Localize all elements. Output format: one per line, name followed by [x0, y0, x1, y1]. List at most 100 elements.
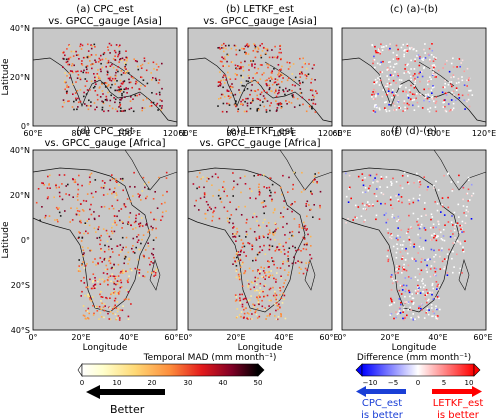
station-marker — [103, 250, 106, 253]
station-marker — [200, 178, 202, 180]
station-marker — [231, 83, 233, 85]
station-marker — [237, 273, 240, 276]
station-marker — [399, 236, 401, 238]
station-marker — [142, 234, 145, 236]
panel-b-subtitle: vs. GPCC_gauge [Asia] — [203, 16, 317, 27]
station-marker — [256, 94, 258, 97]
station-marker — [291, 89, 293, 92]
station-marker — [274, 78, 277, 80]
station-marker — [374, 66, 376, 69]
station-marker — [258, 237, 261, 239]
station-marker — [405, 71, 407, 73]
station-marker — [86, 80, 88, 82]
panel-d: (d) CPC_est vs. GPCC_gauge [Africa] 40°N… — [1, 126, 184, 353]
station-marker — [226, 89, 229, 92]
station-marker — [303, 221, 305, 224]
station-marker — [75, 50, 77, 53]
station-marker — [245, 97, 247, 100]
station-marker — [111, 291, 113, 294]
station-marker — [433, 233, 435, 235]
station-marker — [99, 77, 101, 80]
better-arrow-head-icon — [86, 385, 100, 399]
station-marker — [99, 59, 102, 61]
station-marker — [203, 192, 206, 194]
station-marker — [244, 307, 247, 310]
station-marker — [397, 227, 399, 229]
station-marker — [239, 254, 241, 256]
station-marker — [261, 299, 263, 302]
station-marker — [472, 192, 475, 195]
station-marker — [87, 71, 89, 74]
station-marker — [264, 79, 267, 82]
station-marker — [390, 233, 392, 235]
station-marker — [421, 309, 423, 311]
panel-f-madagascar — [458, 258, 470, 291]
station-marker — [229, 217, 231, 220]
station-marker — [407, 63, 409, 65]
station-marker — [97, 69, 99, 71]
station-marker — [391, 207, 394, 210]
station-marker — [119, 105, 121, 107]
station-marker — [121, 94, 123, 97]
station-marker — [153, 256, 155, 259]
station-marker — [108, 260, 111, 263]
station-marker — [386, 255, 389, 257]
station-marker — [234, 261, 237, 264]
station-marker — [136, 60, 138, 63]
station-marker — [223, 42, 225, 45]
station-marker — [374, 111, 377, 113]
panel-b-xtick-80: 80°E — [226, 129, 245, 138]
station-marker — [251, 245, 254, 247]
station-marker — [447, 83, 450, 86]
station-marker — [75, 54, 78, 56]
station-marker — [221, 56, 223, 58]
station-marker — [267, 275, 270, 277]
station-marker — [35, 201, 38, 204]
station-marker — [403, 318, 405, 321]
panel-c-xtick-60: 60°E — [332, 129, 351, 138]
station-marker — [106, 279, 109, 281]
station-marker — [122, 269, 125, 272]
station-marker — [235, 105, 237, 108]
station-marker — [88, 99, 90, 102]
station-marker — [241, 84, 244, 87]
station-marker — [319, 206, 321, 209]
station-marker — [234, 103, 236, 106]
station-marker — [263, 244, 265, 247]
cpc-better-arrow-head-icon — [356, 386, 366, 397]
station-marker — [256, 108, 259, 110]
station-marker — [241, 103, 244, 105]
station-marker — [371, 44, 374, 47]
station-marker — [228, 221, 231, 224]
station-marker — [279, 102, 282, 104]
station-marker — [233, 186, 235, 189]
station-marker — [395, 269, 397, 271]
station-marker — [456, 66, 458, 68]
panel-d-xtick-40: 40°E — [119, 333, 138, 342]
station-marker — [424, 259, 426, 261]
station-marker — [246, 104, 249, 107]
station-marker — [274, 230, 276, 232]
station-marker — [100, 300, 102, 302]
station-marker — [114, 59, 116, 61]
station-marker — [92, 273, 95, 275]
station-marker — [262, 221, 264, 224]
station-marker — [88, 296, 90, 298]
station-marker — [389, 236, 391, 239]
colorbar-mad-min-extend — [77, 363, 83, 377]
station-marker — [102, 53, 105, 56]
station-marker — [249, 187, 251, 190]
station-marker — [276, 318, 279, 321]
station-marker — [159, 93, 161, 96]
station-marker — [390, 204, 392, 206]
station-marker — [459, 267, 462, 270]
station-marker — [260, 290, 263, 292]
colorbar-diff-bar — [361, 363, 475, 377]
station-marker — [146, 82, 149, 85]
panel-f: (f) (d)-(e) 0° 20°E 40°E 60°E Longitude — [337, 126, 492, 353]
station-marker — [386, 69, 388, 71]
station-marker — [455, 223, 457, 226]
station-marker — [275, 318, 278, 320]
station-marker — [115, 75, 117, 77]
station-marker — [408, 239, 411, 241]
